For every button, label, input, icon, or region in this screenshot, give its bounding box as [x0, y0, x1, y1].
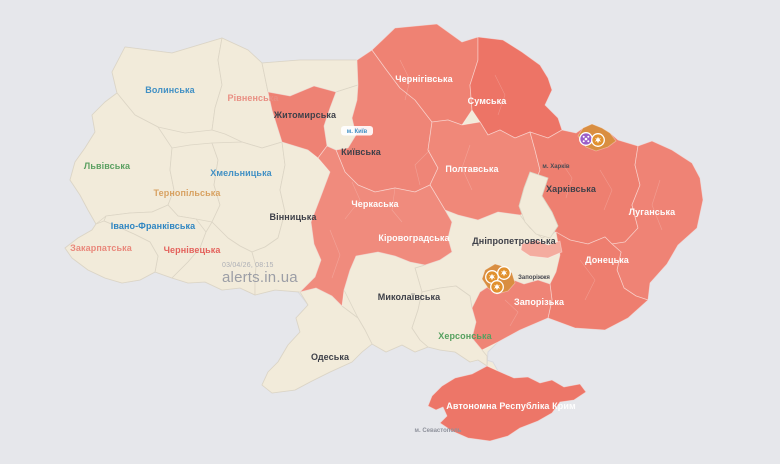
region-label-lviv: Львівська: [84, 161, 131, 171]
shelling-burst-glyph: [493, 283, 501, 291]
region-label-rivne: Рівненська: [228, 93, 280, 103]
svg-text:м. Севастополь: м. Севастополь: [415, 428, 462, 434]
city-label-kyiv_city: м. Київ: [341, 126, 373, 136]
region-label-chernivtsi: Чернівецька: [164, 245, 222, 255]
drone-body-glyph: [584, 137, 588, 141]
region-label-volyn: Волинська: [145, 85, 195, 95]
region-label-zakarpattia: Закарпатська: [70, 243, 133, 253]
region-odesa[interactable]: [261, 287, 373, 394]
city-label-zaporizhzhia_city: Запоріжжя: [518, 275, 550, 281]
region-label-odesa: Одеська: [311, 352, 350, 362]
region-label-vinnytsia: Вінницька: [270, 212, 318, 222]
region-label-ternopil: Тернопільська: [153, 188, 221, 198]
marker-shelling-zaporizhzhia-3[interactable]: [490, 280, 504, 294]
marker-drone-kharkiv-border[interactable]: [579, 132, 593, 146]
region-label-khmelnytskyi: Хмельницька: [210, 168, 272, 178]
region-label-poltava: Полтавська: [445, 164, 499, 174]
region-label-kherson: Херсонська: [438, 331, 492, 341]
svg-text:м. Київ: м. Київ: [347, 129, 368, 135]
region-label-kyiv_oblast: Київська: [341, 147, 382, 157]
svg-text:Запоріжжя: Запоріжжя: [518, 275, 550, 281]
region-label-crimea: Автономна Республіка Крим: [446, 401, 576, 411]
region-donetsk[interactable]: [547, 231, 649, 331]
region-zhytomyr_south[interactable]: [267, 85, 337, 159]
marker-shelling-zaporizhzhia-2[interactable]: [497, 266, 511, 280]
region-cherkasy_kirovohrad[interactable]: [299, 145, 453, 307]
city-label-sevastopol_city: м. Севастополь: [415, 428, 462, 434]
partial-alert-communities[interactable]: [520, 239, 563, 259]
calm-communities-wedge[interactable]: [518, 171, 559, 239]
region-label-donetsk: Донецька: [585, 255, 630, 265]
region-label-mykolaiv: Миколаївська: [378, 292, 441, 302]
region-sumy[interactable]: [469, 36, 563, 139]
region-label-dnipro: Дніпропетровська: [472, 236, 556, 246]
region-crimea[interactable]: [427, 365, 587, 442]
city-badge-kyiv_city: [341, 126, 373, 136]
region-zakarpattia[interactable]: [64, 220, 159, 284]
shelling-burst-glyph: [500, 269, 508, 277]
region-label-kharkiv_oblast: Харківська: [546, 184, 597, 194]
city-label-kharkiv_city: м. Харків: [542, 164, 569, 170]
region-label-sumy: Сумська: [468, 96, 508, 106]
region-label-chernihiv: Чернігівська: [395, 74, 453, 84]
raion-borders: [329, 59, 663, 327]
marker-shelling-kharkiv-border[interactable]: [591, 133, 605, 147]
region-label-zhytomyr_south: Житомирська: [273, 110, 337, 120]
region-label-kirovohrad_label_host: Кіровоградська: [378, 233, 450, 243]
region-chernivtsi[interactable]: [171, 221, 257, 296]
region-label-ivano_frankivsk: Івано-Франківська: [111, 221, 196, 231]
shelling-burst-glyph: [488, 273, 496, 281]
region-ternopil[interactable]: [167, 142, 221, 223]
svg-text:м. Харків: м. Харків: [542, 164, 569, 170]
region-label-zaporizhzhia_oblast: Запорізька: [514, 297, 565, 307]
shelling-burst-glyph: [594, 136, 602, 144]
region-label-luhansk: Луганська: [629, 207, 676, 217]
region-label-cherkasy_kirovohrad: Черкаська: [351, 199, 399, 209]
